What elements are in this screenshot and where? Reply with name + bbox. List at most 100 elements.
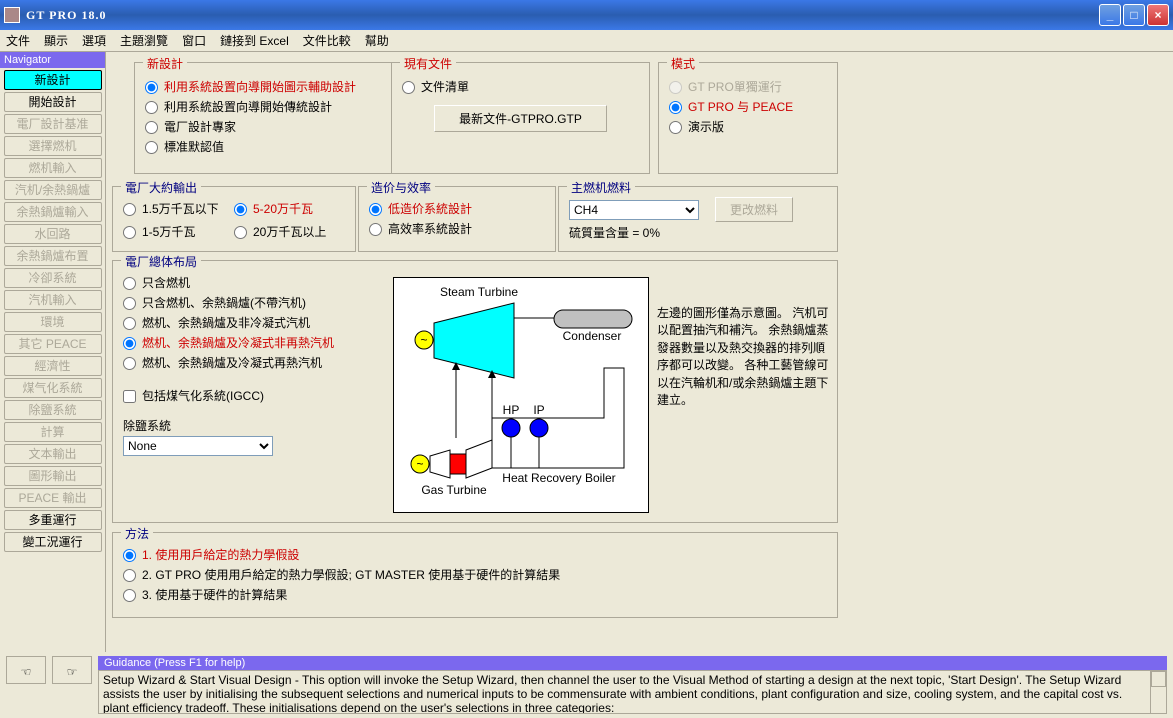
nav-button[interactable]: 多重運行	[4, 510, 102, 530]
close-button[interactable]: ×	[1147, 4, 1169, 26]
minimize-button[interactable]: _	[1099, 4, 1121, 26]
radio-option[interactable]: 電厂設計專家	[145, 118, 381, 135]
sulfur-note: 硫質量含量 = 0%	[559, 224, 837, 241]
existing-title: 現有文件	[400, 55, 456, 72]
layout-title: 電厂總体布局	[121, 253, 201, 270]
content-area: 新設計 利用系統設置向導開始圖示輔助設計利用系統設置向導開始傳統設計電厂設計專家…	[106, 52, 1173, 652]
method-title: 方法	[121, 525, 153, 542]
nav-button[interactable]: 經濟性	[4, 356, 102, 376]
svg-text:☜: ☜	[21, 665, 32, 679]
nav-button[interactable]: PEACE 輸出	[4, 488, 102, 508]
radio-option[interactable]: 利用系統設置向導開始圖示輔助設計	[145, 78, 381, 95]
nav-button[interactable]: 余熱鍋爐布置	[4, 246, 102, 266]
nav-button[interactable]: 汽机輸入	[4, 290, 102, 310]
navigator-panel: Navigator 新設計開始設計電厂設計基准選擇燃机燃机輸入汽机/余熱鍋爐余熱…	[0, 52, 106, 652]
desalt-select[interactable]: None	[123, 436, 273, 456]
mode-group: 模式 GT PRO單獨運行GT PRO 与 PEACE演示版	[658, 62, 838, 174]
svg-text:IP: IP	[533, 403, 544, 417]
fuel-group: 主燃机燃料 CH4 更改燃料 硫質量含量 = 0%	[558, 186, 838, 252]
layout-group: 電厂總体布局 只含燃机只含燃机、余熱鍋爐(不帶汽机)燃机、余熱鍋爐及非冷凝式汽机…	[112, 260, 838, 523]
app-icon	[4, 7, 20, 23]
fuel-select[interactable]: CH4	[569, 200, 699, 220]
nav-button[interactable]: 變工況運行	[4, 532, 102, 552]
existing-file-group: 現有文件 文件清單 最新文件-GTPRO.GTP	[392, 62, 650, 174]
nav-button[interactable]: 環境	[4, 312, 102, 332]
svg-text:Steam Turbine: Steam Turbine	[440, 285, 518, 299]
radio-option[interactable]: 低造价系統設計	[369, 200, 545, 217]
diagram-note: 左邊的圖形僅為示意圖。 汽机可以配置抽汽和補汽。 余熱鍋爐蒸發器數量以及熱交換器…	[657, 305, 833, 409]
radio-option[interactable]: 1. 使用用戶給定的熱力學假設	[123, 546, 827, 563]
navigator-header: Navigator	[0, 52, 105, 68]
nav-button[interactable]: 其它 PEACE	[4, 334, 102, 354]
nav-button[interactable]: 新設計	[4, 70, 102, 90]
recent-file-button[interactable]: 最新文件-GTPRO.GTP	[434, 105, 607, 132]
maximize-button[interactable]: □	[1123, 4, 1145, 26]
radio-option[interactable]: 3. 使用基于硬件的計算結果	[123, 586, 827, 603]
radio-option[interactable]: 標准默認值	[145, 138, 381, 155]
radio-option[interactable]: 1-5万千瓦	[123, 223, 234, 240]
nav-button[interactable]: 冷卻系統	[4, 268, 102, 288]
menu-item[interactable]: 顯示	[44, 32, 68, 49]
radio-option[interactable]: 燃机、余熱鍋爐及非冷凝式汽机	[123, 314, 363, 331]
new-design-group: 新設計 利用系統設置向導開始圖示輔助設計利用系統設置向導開始傳統設計電厂設計專家…	[134, 62, 392, 174]
nav-button[interactable]: 開始設計	[4, 92, 102, 112]
menu-item[interactable]: 主題瀏覽	[120, 32, 168, 49]
svg-text:~: ~	[420, 333, 427, 347]
output-title: 電厂大約輸出	[121, 179, 201, 196]
radio-option: GT PRO單獨運行	[669, 78, 827, 95]
nav-button[interactable]: 電厂設計基准	[4, 114, 102, 134]
radio-option[interactable]: 只含燃机、余熱鍋爐(不帶汽机)	[123, 294, 363, 311]
radio-option[interactable]: 高效率系統設計	[369, 220, 545, 237]
nav-button[interactable]: 文本輸出	[4, 444, 102, 464]
hand-left-button[interactable]: ☜	[6, 656, 46, 684]
app-title: GT PRO 18.0	[26, 8, 106, 23]
nav-button[interactable]: 選擇燃机	[4, 136, 102, 156]
new-design-title: 新設計	[143, 55, 187, 72]
existing-opt[interactable]: 文件清單	[402, 78, 639, 95]
nav-button[interactable]: 圖形輸出	[4, 466, 102, 486]
change-fuel-button[interactable]: 更改燃料	[715, 197, 793, 222]
menu-item[interactable]: 窗口	[182, 32, 206, 49]
output-group: 電厂大約輸出 1.5万千瓦以下5-20万千瓦1-5万千瓦20万千瓦以上	[112, 186, 356, 252]
cost-group: 造价与效率 低造价系統設計高效率系統設計	[358, 186, 556, 252]
nav-button[interactable]: 水回路	[4, 224, 102, 244]
menu-item[interactable]: 鏈接到 Excel	[220, 32, 289, 49]
radio-option[interactable]: 5-20万千瓦	[234, 200, 345, 217]
titlebar: GT PRO 18.0 _ □ ×	[0, 0, 1173, 30]
nav-button[interactable]: 計算	[4, 422, 102, 442]
nav-button[interactable]: 汽机/余熱鍋爐	[4, 180, 102, 200]
radio-option[interactable]: GT PRO 与 PEACE	[669, 98, 827, 115]
radio-option[interactable]: 1.5万千瓦以下	[123, 200, 234, 217]
nav-button[interactable]: 除鹽系統	[4, 400, 102, 420]
nav-button[interactable]: 余熱鍋爐輸入	[4, 202, 102, 222]
radio-option[interactable]: 只含燃机	[123, 274, 363, 291]
guidance-scrollbar[interactable]	[1150, 671, 1166, 713]
svg-text:~: ~	[416, 457, 423, 471]
radio-option[interactable]: 20万千瓦以上	[234, 223, 345, 240]
radio-option[interactable]: 利用系統設置向導開始傳統設計	[145, 98, 381, 115]
svg-text:☞: ☞	[67, 665, 78, 679]
guidance-text: Setup Wizard & Start Visual Design - Thi…	[98, 670, 1167, 714]
menu-item[interactable]: 幫助	[365, 32, 389, 49]
radio-option[interactable]: 燃机、余熱鍋爐及冷凝式非再熱汽机	[123, 334, 363, 351]
cost-title: 造价与效率	[367, 179, 435, 196]
svg-text:Condenser: Condenser	[563, 329, 622, 343]
plant-diagram: ~ Steam Turbine Condenser H	[393, 277, 649, 513]
radio-option[interactable]: 演示版	[669, 118, 827, 135]
svg-text:Heat Recovery Boiler: Heat Recovery Boiler	[502, 471, 615, 485]
menu-item[interactable]: 文件	[6, 32, 30, 49]
svg-text:Gas Turbine: Gas Turbine	[421, 483, 487, 497]
nav-button[interactable]: 燃机輸入	[4, 158, 102, 178]
menubar: 文件顯示選項主題瀏覽窗口鏈接到 Excel 文件比較幫助	[0, 30, 1173, 52]
radio-option[interactable]: 燃机、余熱鍋爐及冷凝式再熱汽机	[123, 354, 363, 371]
nav-button[interactable]: 煤气化系統	[4, 378, 102, 398]
svg-text:HP: HP	[503, 403, 520, 417]
fuel-title: 主燃机燃料	[567, 179, 635, 196]
hand-right-button[interactable]: ☞	[52, 656, 92, 684]
menu-item[interactable]: 選項	[82, 32, 106, 49]
radio-option[interactable]: 2. GT PRO 使用用戶給定的熱力學假設; GT MASTER 使用基于硬件…	[123, 566, 827, 583]
method-group: 方法 1. 使用用戶給定的熱力學假設2. GT PRO 使用用戶給定的熱力學假設…	[112, 532, 838, 618]
mode-title: 模式	[667, 55, 699, 72]
guidance-header: Guidance (Press F1 for help)	[98, 656, 1167, 670]
menu-item[interactable]: 文件比較	[303, 32, 351, 49]
